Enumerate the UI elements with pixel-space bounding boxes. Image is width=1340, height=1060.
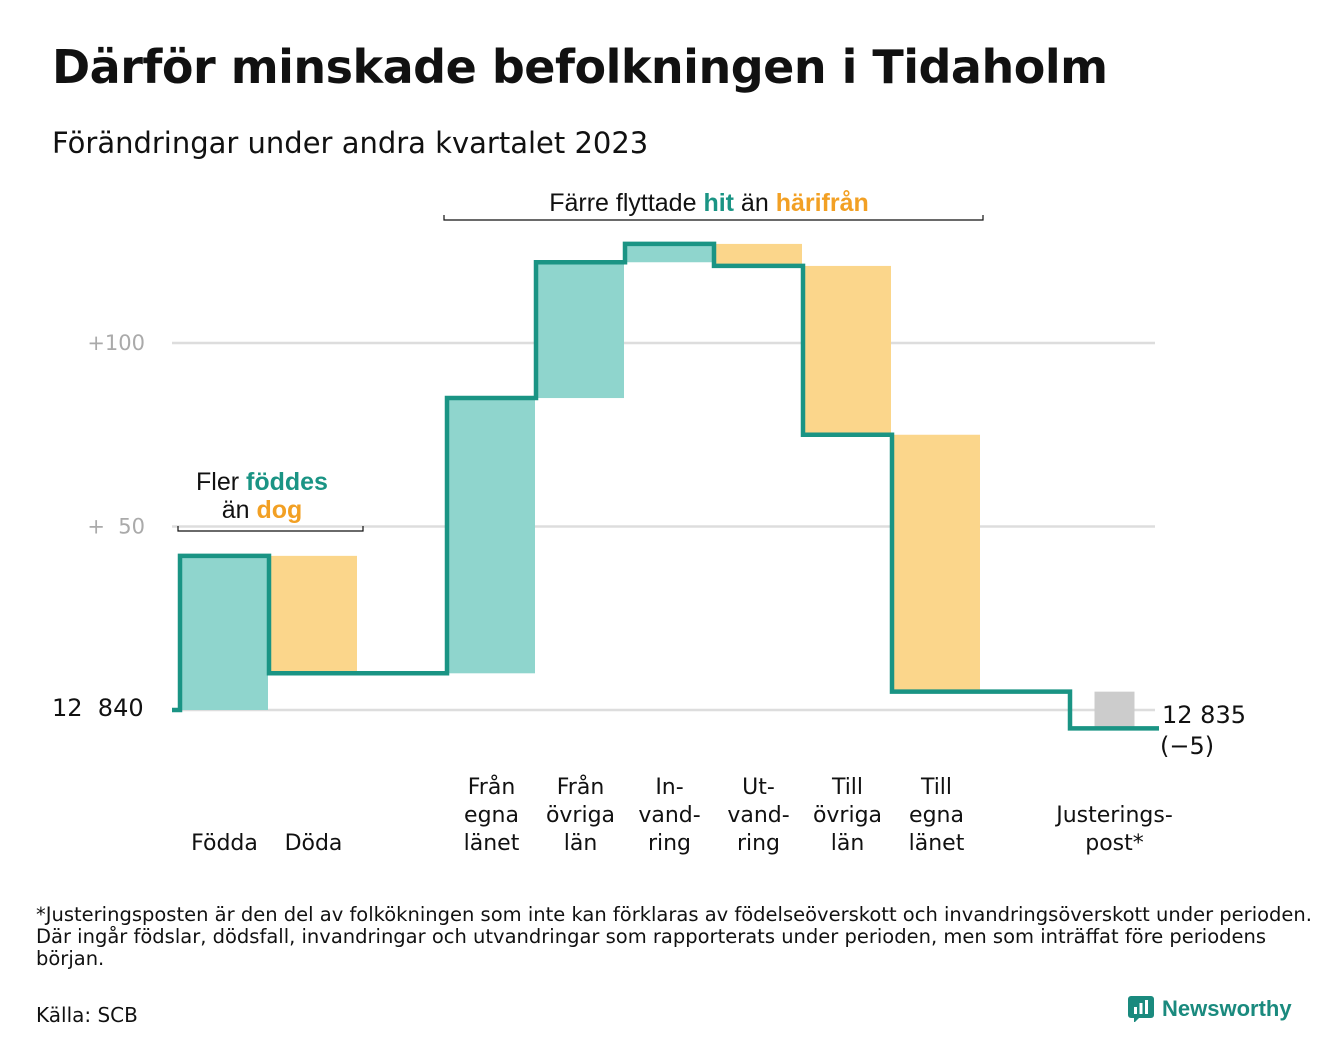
annotation-word: Fler	[196, 468, 246, 496]
annotation-word: Färre flyttade	[549, 189, 703, 217]
category-labels: Födda Döda Från egna länet Från övriga län In-va…	[191, 774, 1173, 856]
y-tick-label: +100	[87, 331, 145, 355]
bar-till-övriga-län	[803, 265, 891, 435]
category-label: län	[564, 831, 598, 856]
footnote: *Justeringsposten är den del av folkökni…	[36, 903, 1312, 970]
annotation-word: dog	[256, 496, 302, 524]
category-label: ring	[737, 831, 780, 856]
annotation-word: än	[222, 496, 257, 524]
category-label: länet	[464, 831, 520, 856]
bar-från-övriga-län	[536, 262, 624, 399]
y-tick-label: + 50	[87, 515, 145, 539]
bar-från-egna-länet	[447, 398, 535, 674]
brand-name: Newsworthy	[1162, 996, 1292, 1021]
bar-justeringspost-	[1094, 691, 1135, 729]
bar-invandring	[625, 243, 713, 263]
annotation-bracket	[443, 215, 984, 221]
annotation-word: hit	[703, 189, 734, 217]
category-label: ring	[648, 831, 691, 856]
bar-födda	[180, 555, 268, 710]
cumulative-level-line	[172, 241, 1159, 731]
category-label: egna	[909, 803, 964, 828]
category-label: länet	[909, 831, 965, 856]
annotation-text: Fler föddes	[196, 468, 328, 496]
category-label: vand-	[638, 803, 700, 828]
category-label: Till	[831, 775, 863, 800]
chart-subtitle: Förändringar under andra kvartalet 2023	[52, 126, 649, 160]
chart-title: Därför minskade befolkningen i Tidaholm	[52, 40, 1108, 94]
category-label: övriga	[813, 803, 882, 828]
waterfall-chart: + 50 +100 Födda Döda Från egna länet Från övrig…	[52, 189, 1246, 856]
end-value-label: 12 835	[1162, 701, 1246, 729]
brand[interactable]: Newsworthy	[1128, 996, 1292, 1022]
category-label: övriga	[546, 803, 615, 828]
category-label: Från	[468, 774, 516, 800]
bar-till-egna-länet	[892, 434, 980, 692]
bar-döda	[269, 555, 357, 674]
end-change-label: (−5)	[1160, 732, 1214, 760]
category-label: Döda	[285, 831, 343, 856]
annotation-word: föddes	[246, 468, 328, 496]
annotation-word: än	[734, 189, 776, 217]
category-label: Ut-	[742, 775, 775, 800]
category-label: Till	[920, 775, 952, 800]
category-label: vand-	[727, 803, 789, 828]
category-label: egna	[464, 803, 519, 828]
category-label: post*	[1085, 831, 1144, 856]
bar-utvandring	[714, 243, 802, 266]
annotation-bracket	[177, 526, 364, 532]
annotation-word: härifrån	[776, 189, 869, 217]
annotation-text: än dog	[222, 496, 303, 524]
start-value-label: 12 840	[52, 694, 144, 722]
category-label: Från	[557, 774, 605, 800]
y-axis-ticks: + 50 +100	[87, 331, 145, 539]
category-label: Födda	[191, 831, 258, 856]
annotation-text: Färre flyttade hit än härifrån	[549, 189, 869, 217]
category-label: In-	[655, 775, 683, 800]
newsworthy-logo-icon	[1128, 996, 1154, 1022]
gridlines	[172, 341, 1155, 712]
source-label: Källa: SCB	[36, 1003, 138, 1027]
category-label: Justerings-	[1054, 803, 1173, 828]
bars	[180, 243, 1135, 729]
category-label: län	[831, 831, 865, 856]
